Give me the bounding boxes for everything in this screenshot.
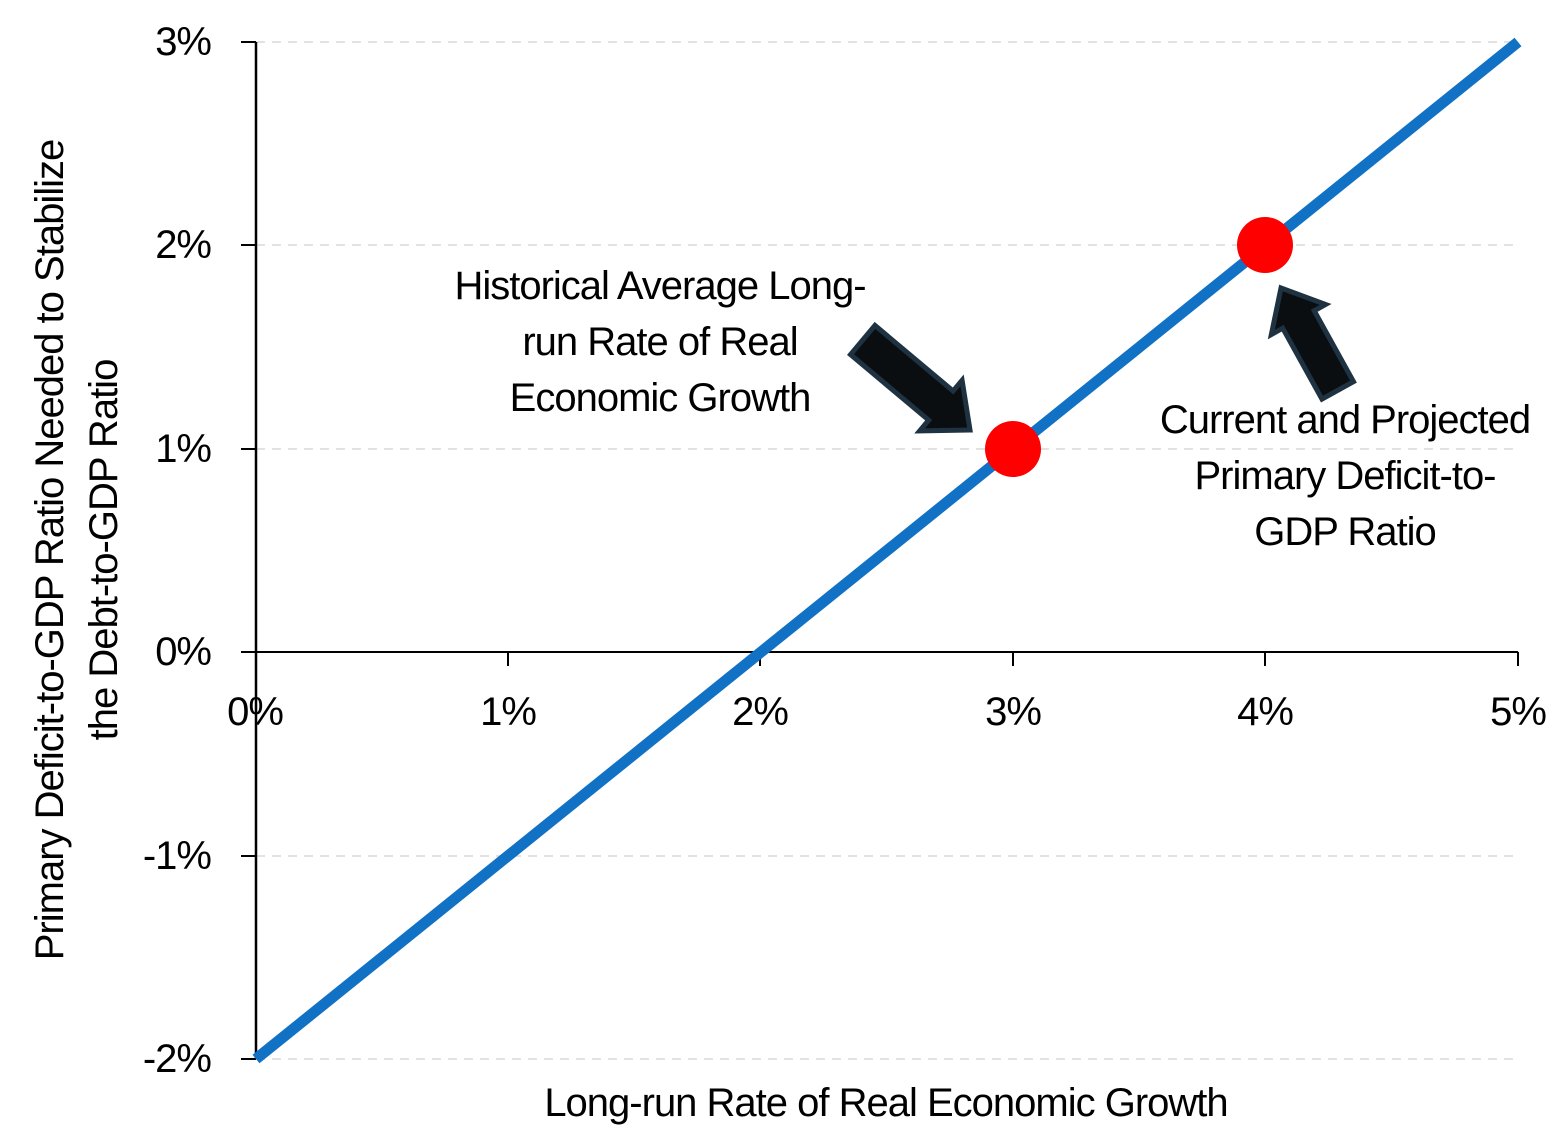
y-axis-ticks [241,41,256,1060]
annotation-line: Historical Average Long- [454,264,866,308]
annotation-line: Economic Growth [509,376,812,420]
y-axis-title: Primary Deficit-to-GDP Ratio Needed to S… [23,0,133,1100]
arrow-to-4pct-point [1267,284,1357,403]
y-axis-title-line-2: the Debt-to-GDP Ratio [82,359,126,741]
x-axis-ticks [507,652,1519,666]
annotation-line: Primary Deficit-to- [1194,454,1496,498]
x-tick-label-4pct: 4% [1237,690,1294,734]
x-tick-label-1pct: 1% [480,690,537,734]
annotation-line: GDP Ratio [1254,510,1436,554]
marker-3pct-1pct [985,421,1041,477]
gridlines [256,41,1518,1060]
x-tick-label-2pct: 2% [732,690,789,734]
y-tick-label-2pct: 2% [155,223,212,267]
y-tick-label-1pct: 1% [155,427,212,471]
y-tick-label-0pct: 0% [155,630,212,674]
annotation-line: run Rate of Real [522,320,798,364]
x-tick-label-0pct: 0% [227,690,284,734]
annotation-historical-average-growth: Historical Average Long- run Rate of Rea… [270,258,1050,426]
annotation-line: Current and Projected [1159,398,1531,442]
y-tick-label-3pct: 3% [155,20,212,64]
arrow-to-3pct-point [847,321,973,434]
y-tick-label-neg1pct: -1% [142,834,212,878]
annotation-arrows [847,284,1357,434]
y-tick-label-neg2pct: -2% [142,1037,212,1081]
annotation-current-projected-deficit: Current and Projected Primary Deficit-to… [1110,392,1568,560]
x-axis-title: Long-run Rate of Real Economic Growth [544,1081,1228,1125]
x-tick-label-3pct: 3% [985,690,1042,734]
marker-4pct-2pct [1237,217,1293,273]
x-tick-label-5pct: 5% [1490,690,1547,734]
data-line [252,37,1522,1064]
y-axis-title-line-1: Primary Deficit-to-GDP Ratio Needed to S… [28,139,72,961]
